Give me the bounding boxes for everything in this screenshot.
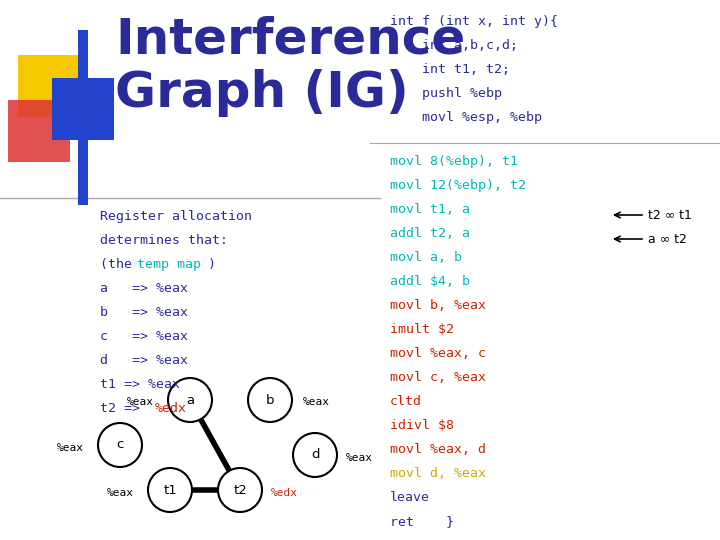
Text: t2: t2 <box>233 483 247 496</box>
Text: t2 ∞ t1: t2 ∞ t1 <box>648 209 692 222</box>
Text: leave: leave <box>390 491 430 504</box>
Text: b: b <box>266 394 274 407</box>
Text: int a,b,c,d;: int a,b,c,d; <box>390 39 518 52</box>
Text: movl %eax, d: movl %eax, d <box>390 443 486 456</box>
Text: c   => %eax: c => %eax <box>100 330 188 343</box>
Text: movl d, %eax: movl d, %eax <box>390 467 486 480</box>
Text: movl 8(%ebp), t1: movl 8(%ebp), t1 <box>390 155 518 168</box>
Text: temp map: temp map <box>137 258 201 271</box>
Text: movl t1, a: movl t1, a <box>390 203 470 216</box>
Text: t2 =>: t2 => <box>100 402 148 415</box>
Text: movl c, %eax: movl c, %eax <box>390 371 486 384</box>
Text: %eax: %eax <box>56 443 84 453</box>
Text: %edx: %edx <box>271 488 297 498</box>
Text: a: a <box>186 394 194 407</box>
Text: t1: t1 <box>163 483 177 496</box>
Circle shape <box>293 433 337 477</box>
Text: b   => %eax: b => %eax <box>100 306 188 319</box>
Text: t1 => %eax: t1 => %eax <box>100 378 180 391</box>
Text: d: d <box>311 449 319 462</box>
Text: Interference
Graph (IG): Interference Graph (IG) <box>115 15 465 117</box>
Text: imult $2: imult $2 <box>390 323 454 336</box>
Bar <box>18 55 80 117</box>
Bar <box>78 30 88 205</box>
Text: %edx: %edx <box>155 402 187 415</box>
Text: int t1, t2;: int t1, t2; <box>390 63 510 76</box>
Text: c: c <box>117 438 124 451</box>
Circle shape <box>148 468 192 512</box>
Circle shape <box>168 378 212 422</box>
Text: %eax: %eax <box>302 397 330 407</box>
Text: addl $4, b: addl $4, b <box>390 275 470 288</box>
Text: movl 12(%ebp), t2: movl 12(%ebp), t2 <box>390 179 526 192</box>
Circle shape <box>248 378 292 422</box>
Bar <box>8 100 70 162</box>
Text: idivl $8: idivl $8 <box>390 419 454 432</box>
Text: ): ) <box>208 258 216 271</box>
Bar <box>52 78 114 140</box>
Text: a ∞ t2: a ∞ t2 <box>648 233 687 246</box>
Circle shape <box>218 468 262 512</box>
Text: movl b, %eax: movl b, %eax <box>390 299 486 312</box>
Text: (the: (the <box>100 258 140 271</box>
Text: d   => %eax: d => %eax <box>100 354 188 367</box>
Text: Register allocation: Register allocation <box>100 210 252 223</box>
Text: int f (int x, int y){: int f (int x, int y){ <box>390 15 558 28</box>
Text: a   => %eax: a => %eax <box>100 282 188 295</box>
Text: cltd: cltd <box>390 395 422 408</box>
Text: %eax: %eax <box>127 397 153 407</box>
Text: movl %esp, %ebp: movl %esp, %ebp <box>390 111 542 124</box>
Text: movl %eax, c: movl %eax, c <box>390 347 486 360</box>
Circle shape <box>98 423 142 467</box>
Text: ret    }: ret } <box>390 515 454 528</box>
Text: pushl %ebp: pushl %ebp <box>390 87 502 100</box>
Text: movl a, b: movl a, b <box>390 251 462 264</box>
Text: %eax: %eax <box>107 488 133 498</box>
Text: %eax: %eax <box>346 453 372 463</box>
Text: addl t2, a: addl t2, a <box>390 227 470 240</box>
Text: determines that:: determines that: <box>100 234 228 247</box>
